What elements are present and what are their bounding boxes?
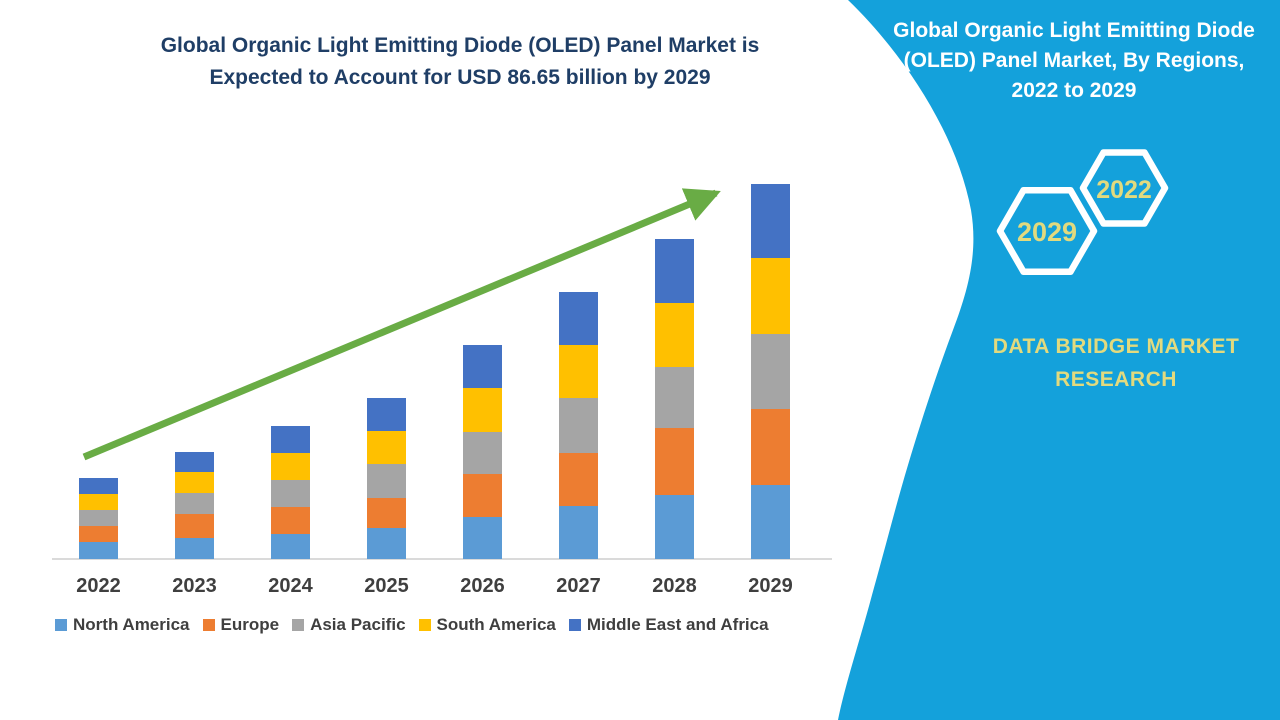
legend-marker xyxy=(202,619,215,631)
bar-2026 xyxy=(463,345,502,559)
x-axis-label-2025: 2025 xyxy=(364,575,409,597)
bar-2027 xyxy=(559,292,598,559)
legend-marker xyxy=(292,619,305,631)
segment-asia-pacific xyxy=(751,334,790,409)
segment-middle-east-and-africa xyxy=(175,452,214,472)
brand-line-2: RESEARCH xyxy=(1055,368,1177,391)
bar-2025 xyxy=(367,398,406,559)
chart-title-line-2: Expected to Account for USD 86.65 billio… xyxy=(209,66,711,89)
segment-asia-pacific xyxy=(655,367,694,428)
legend-item-europe: Europe xyxy=(202,615,280,635)
legend-label: South America xyxy=(436,615,556,634)
chart-legend: North America Europe Asia Pacific South Ame… xyxy=(55,615,769,635)
segment-north-america xyxy=(79,542,118,559)
segment-north-america xyxy=(559,506,598,559)
segment-south-america xyxy=(271,453,310,480)
segment-asia-pacific xyxy=(175,493,214,514)
legend-item-north-america: North America xyxy=(55,615,190,635)
x-axis-label-2028: 2028 xyxy=(652,575,697,597)
segment-middle-east-and-africa xyxy=(751,184,790,258)
x-axis-line xyxy=(52,558,832,560)
right-panel-title: Global Organic Light Emitting Diode (OLE… xyxy=(872,16,1276,106)
x-axis-label-2024: 2024 xyxy=(268,575,313,597)
segment-north-america xyxy=(271,534,310,559)
segment-asia-pacific xyxy=(79,510,118,526)
segment-europe xyxy=(79,526,118,542)
x-axis-label-2023: 2023 xyxy=(172,575,217,597)
right-panel-title-line-2: (OLED) Panel Market, By Regions, xyxy=(903,49,1245,72)
segment-asia-pacific xyxy=(463,432,502,474)
legend-marker xyxy=(568,619,581,631)
segment-europe xyxy=(463,474,502,517)
chart-title: Global Organic Light Emitting Diode (OLE… xyxy=(40,30,880,94)
segment-europe xyxy=(271,507,310,534)
segment-north-america xyxy=(751,485,790,559)
bar-2022 xyxy=(79,478,118,559)
segment-middle-east-and-africa xyxy=(79,478,118,494)
legend-label: Europe xyxy=(220,615,280,634)
segment-europe xyxy=(175,514,214,538)
legend-marker xyxy=(418,619,431,631)
x-axis-label-2022: 2022 xyxy=(76,575,121,597)
segment-south-america xyxy=(655,303,694,367)
segment-europe xyxy=(367,498,406,528)
x-axis-label-2027: 2027 xyxy=(556,575,601,597)
legend-label: North America xyxy=(73,615,190,634)
chart-title-line-1: Global Organic Light Emitting Diode (OLE… xyxy=(160,34,760,57)
segment-south-america xyxy=(79,494,118,510)
legend-label: Middle East and Africa xyxy=(586,615,769,634)
segment-south-america xyxy=(367,431,406,464)
segment-middle-east-and-africa xyxy=(655,239,694,303)
brand-name: DATA BRIDGE MARKET RESEARCH xyxy=(966,330,1266,396)
segment-asia-pacific xyxy=(367,464,406,498)
segment-north-america xyxy=(463,517,502,559)
segment-north-america xyxy=(367,528,406,559)
segment-asia-pacific xyxy=(559,398,598,453)
right-panel-title-line-3: 2022 to 2029 xyxy=(1011,79,1137,102)
legend-item-south-america: South America xyxy=(418,615,556,635)
bar-2028 xyxy=(655,239,694,559)
legend-marker xyxy=(55,619,67,631)
segment-south-america xyxy=(463,388,502,432)
x-axis-label-2026: 2026 xyxy=(460,575,505,597)
right-panel-title-line-1: Global Organic Light Emitting Diode xyxy=(893,19,1255,42)
bar-2029 xyxy=(751,184,790,559)
legend-item-middle-east-and-africa: Middle East and Africa xyxy=(568,615,769,635)
segment-middle-east-and-africa xyxy=(367,398,406,431)
legend-item-asia-pacific: Asia Pacific xyxy=(292,615,406,635)
segment-middle-east-and-africa xyxy=(463,345,502,388)
segment-europe xyxy=(559,453,598,506)
segment-north-america xyxy=(175,538,214,559)
segment-middle-east-and-africa xyxy=(271,426,310,453)
segment-middle-east-and-africa xyxy=(559,292,598,345)
segment-north-america xyxy=(655,495,694,559)
bar-2023 xyxy=(175,452,214,559)
x-axis-label-2029: 2029 xyxy=(748,575,793,597)
segment-south-america xyxy=(175,472,214,493)
legend-label: Asia Pacific xyxy=(310,615,406,634)
segment-europe xyxy=(751,409,790,485)
segment-europe xyxy=(655,428,694,495)
brand-line-1: DATA BRIDGE MARKET xyxy=(992,335,1240,358)
bar-2024 xyxy=(271,426,310,559)
segment-asia-pacific xyxy=(271,480,310,507)
segment-south-america xyxy=(559,345,598,398)
segment-south-america xyxy=(751,258,790,334)
